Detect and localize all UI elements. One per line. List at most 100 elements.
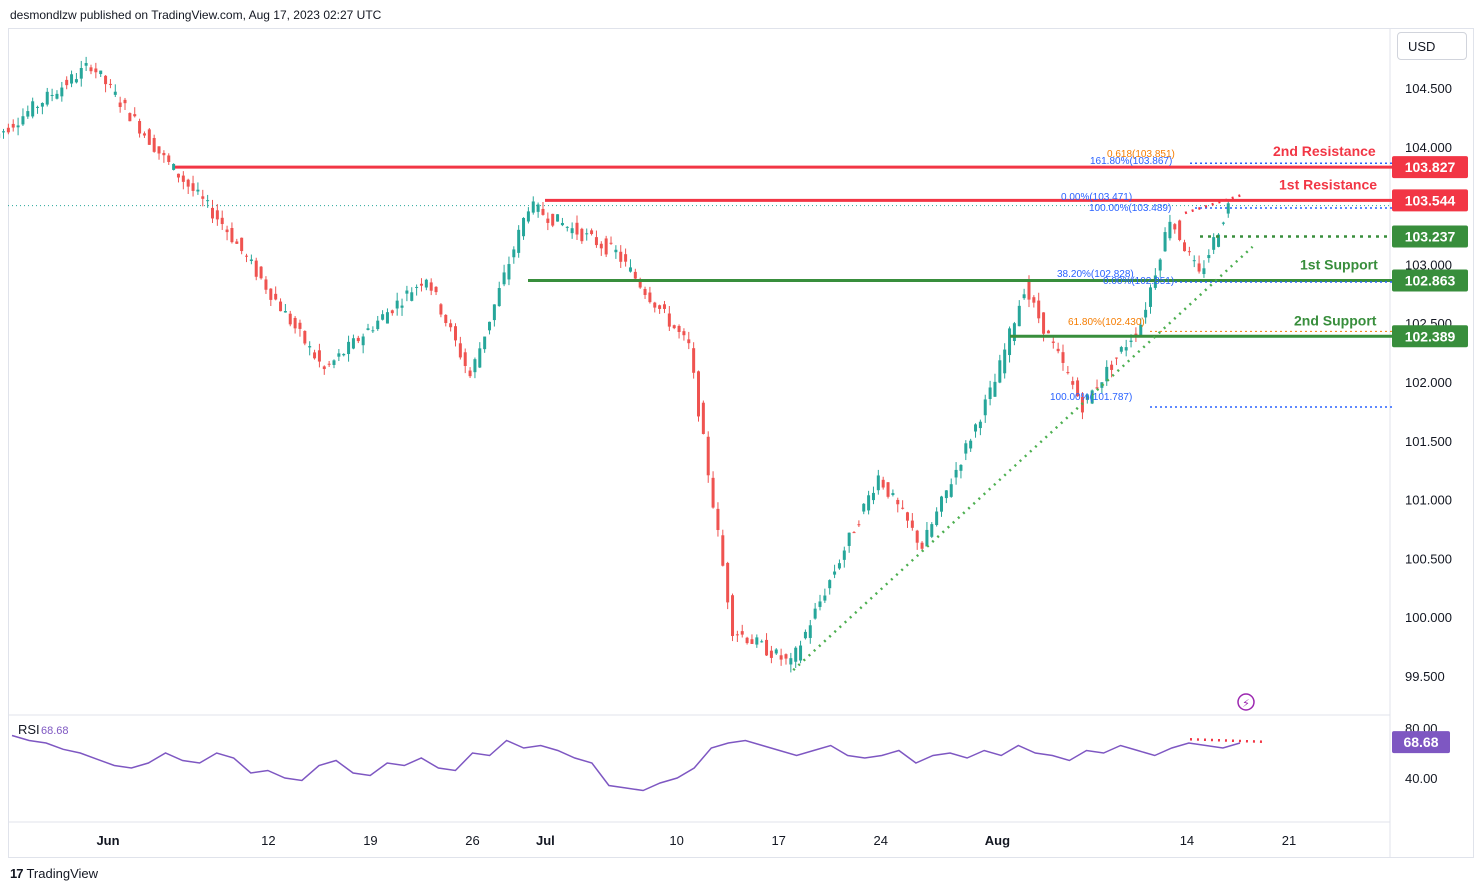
candle-body xyxy=(867,495,871,511)
candle-body xyxy=(755,637,759,645)
candle-body xyxy=(99,70,103,75)
tradingview-logo[interactable]: 17 TradingView xyxy=(10,866,98,881)
candle-body xyxy=(463,352,467,366)
candle-body xyxy=(551,213,555,226)
candle-body xyxy=(930,524,934,537)
candle-body xyxy=(385,312,389,324)
candle-body xyxy=(1207,255,1211,259)
lightning-icon xyxy=(1237,693,1255,711)
candle-body xyxy=(1187,251,1191,253)
level-badge xyxy=(1392,156,1468,179)
candle-body xyxy=(1197,263,1201,272)
fib-label: 0.00%(102.851) xyxy=(1103,276,1174,287)
candle-body xyxy=(439,304,443,315)
candle-body xyxy=(1129,340,1133,342)
candle-body xyxy=(813,608,817,619)
candle-body xyxy=(322,366,326,370)
candle-body xyxy=(662,304,666,309)
candle-body xyxy=(1158,259,1162,271)
level-badge xyxy=(1392,225,1468,248)
candle-body xyxy=(210,207,214,219)
candle-body xyxy=(920,542,924,549)
candle-body xyxy=(327,363,331,365)
candle-body xyxy=(74,79,78,83)
candle-body xyxy=(152,137,156,152)
x-tick-label: Jul xyxy=(536,833,555,848)
candle-body xyxy=(118,102,122,107)
candle-body xyxy=(998,360,1002,383)
candle-body xyxy=(483,336,487,350)
x-tick-label: 12 xyxy=(261,833,275,848)
fib-label: 38.20%(102.828) xyxy=(1057,269,1134,280)
candle-body xyxy=(658,305,662,309)
candle-body xyxy=(225,229,229,233)
candle-body xyxy=(254,260,258,277)
candle-body xyxy=(1095,387,1099,389)
candle-body xyxy=(1124,347,1128,351)
candle-body xyxy=(1192,260,1196,262)
candle-body xyxy=(599,243,603,249)
candle-body xyxy=(11,123,15,128)
candle-body xyxy=(1056,348,1060,352)
candle-body xyxy=(1163,232,1167,252)
candle-body xyxy=(745,637,749,644)
candle-body xyxy=(26,111,30,117)
rsi-badge-value: 68.68 xyxy=(1403,734,1438,750)
candle-body xyxy=(429,282,433,291)
candle-body xyxy=(585,233,589,235)
candle-body xyxy=(21,116,25,125)
candle-body xyxy=(706,436,710,476)
candle-body xyxy=(570,228,574,234)
candle-body xyxy=(176,173,180,178)
candle-body xyxy=(774,649,778,654)
publish-info: desmondlzw published on TradingView.com,… xyxy=(10,8,382,22)
candle-body xyxy=(2,131,6,133)
candle-body xyxy=(711,477,715,508)
candle-body xyxy=(1012,323,1016,342)
candle-body xyxy=(910,520,914,528)
divergence-line-rsi xyxy=(1189,738,1263,743)
candle-body xyxy=(974,424,978,432)
x-tick-label: 17 xyxy=(771,833,785,848)
x-tick-label: Aug xyxy=(985,833,1010,848)
candle-body xyxy=(896,499,900,505)
candle-body xyxy=(123,99,127,104)
candle-body xyxy=(497,288,501,307)
candle-body xyxy=(614,249,618,253)
fib-label: 0.618(103.851) xyxy=(1107,149,1175,160)
candle-body xyxy=(1212,237,1216,250)
candle-body xyxy=(1022,294,1026,299)
candle-body xyxy=(157,146,161,154)
candle-body xyxy=(400,305,404,308)
candle-body xyxy=(366,328,370,330)
candle-body xyxy=(104,75,108,85)
candle-body xyxy=(876,475,880,491)
candle-body xyxy=(779,655,783,660)
fib-label: 100.00%(101.787) xyxy=(1050,392,1132,403)
candle-body xyxy=(1144,309,1148,318)
candle-body xyxy=(969,440,973,449)
candle-body xyxy=(1051,341,1055,343)
rsi-line xyxy=(11,734,1241,792)
candle-body xyxy=(988,387,992,400)
candle-body xyxy=(837,563,841,569)
candle-body xyxy=(638,279,642,288)
currency-button[interactable]: USD xyxy=(1397,32,1467,60)
candle-body xyxy=(424,279,428,288)
candle-body xyxy=(731,595,735,636)
candle-body xyxy=(70,74,74,84)
level-annotation: 1st Support xyxy=(1300,257,1378,273)
candle-body xyxy=(191,183,195,191)
candle-body xyxy=(196,189,200,192)
candle-body xyxy=(230,227,234,243)
level-badge xyxy=(1392,189,1468,212)
candle-body xyxy=(891,493,895,495)
candle-body xyxy=(303,330,307,344)
x-tick-label: 10 xyxy=(669,833,683,848)
candle-body xyxy=(935,511,939,526)
y-tick-label: 104.500 xyxy=(1405,81,1452,96)
candle-body xyxy=(60,87,64,97)
candle-body xyxy=(643,288,647,295)
candle-body xyxy=(609,242,613,244)
